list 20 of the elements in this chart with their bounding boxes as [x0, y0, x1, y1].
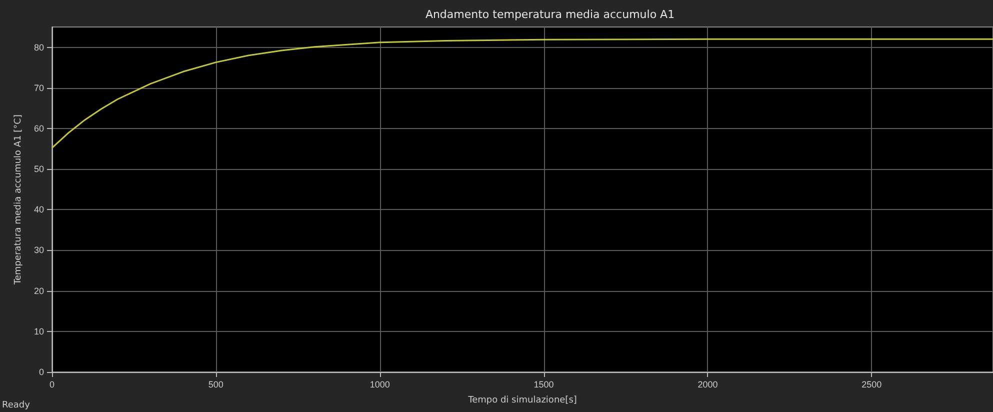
y-tick-label: 0: [38, 367, 44, 377]
x-tick-label: 1000: [370, 380, 390, 390]
y-tick-label: 10: [34, 326, 44, 336]
y-tick-label: 20: [34, 286, 44, 296]
y-tick-label: 30: [34, 245, 44, 256]
x-tick-label: 500: [208, 380, 224, 390]
y-tick-label: 70: [34, 82, 44, 93]
line-series: [51, 38, 993, 149]
chart-title: Andamento temperatura media accumulo A1: [425, 8, 675, 21]
x-tick-label: 2500: [862, 380, 882, 390]
text: Ready: [2, 400, 31, 410]
y-tick-label: 40: [34, 204, 44, 215]
x-tick-label: 1500: [534, 380, 554, 390]
x-axis-title: Tempo di simulazione[s]: [467, 396, 577, 406]
x-tick-label: 2000: [698, 380, 718, 390]
y-tick-label: 50: [34, 164, 44, 174]
y-tick-label: 60: [34, 123, 44, 134]
y-tick-label: 80: [34, 42, 44, 52]
x-tick-label: 0: [49, 380, 55, 390]
y-axis-title: Temperatura media accumulo A1 [°C]: [14, 114, 24, 286]
